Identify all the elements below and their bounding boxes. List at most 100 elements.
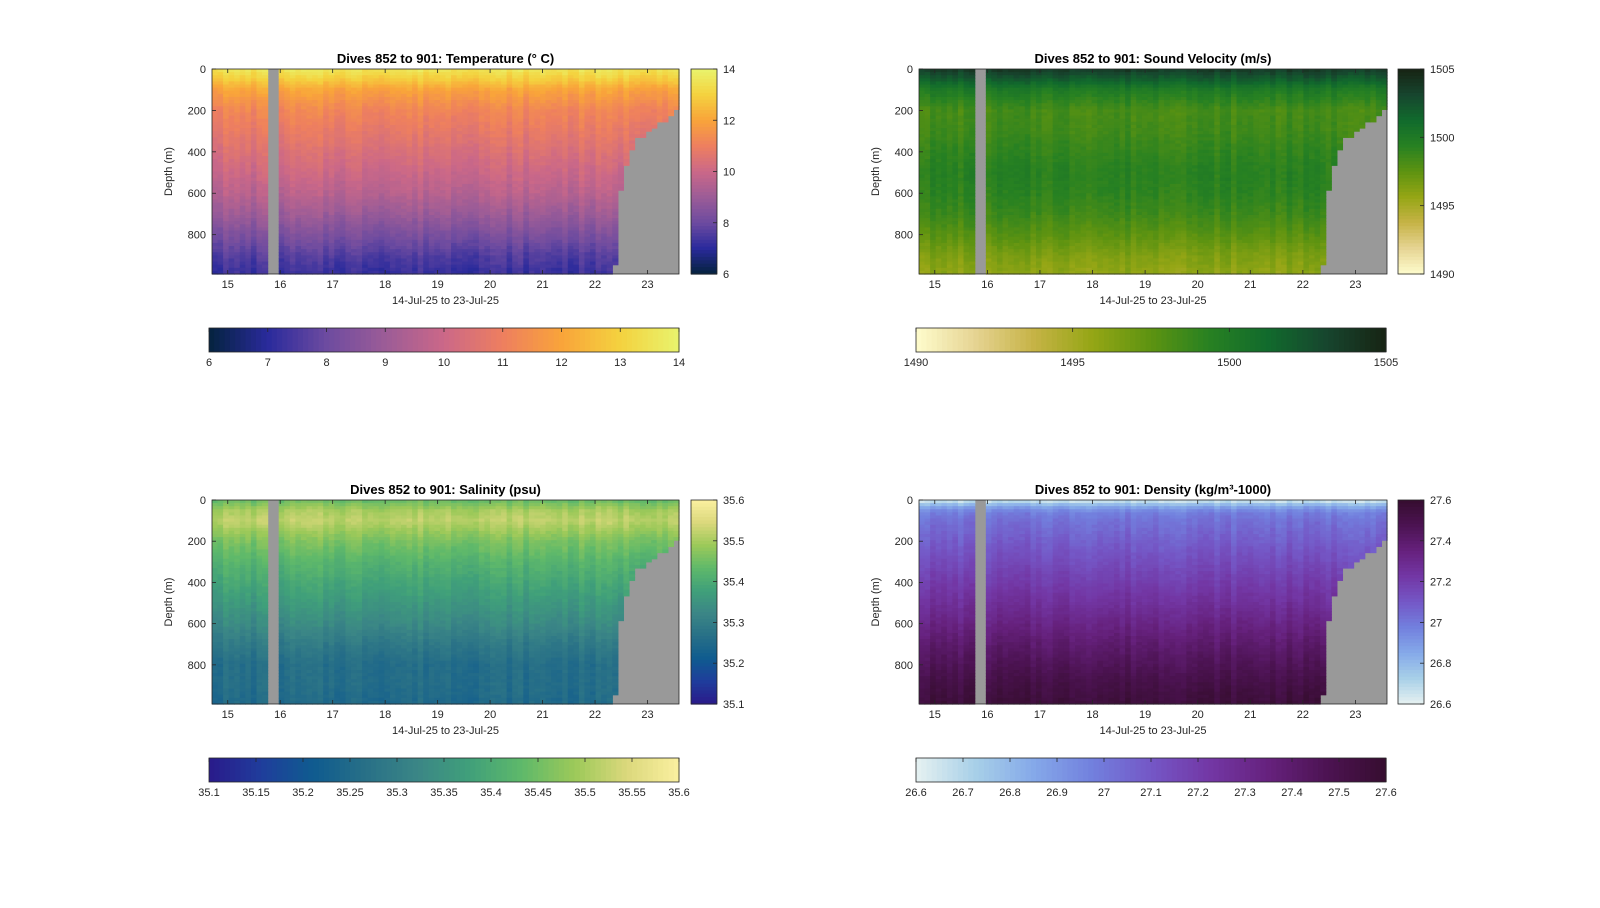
x-tick-label: 19: [432, 279, 444, 291]
x-tick-label: 22: [1297, 279, 1309, 291]
colorbar-tick-label: 35.45: [524, 787, 552, 799]
heatmap-cells: [919, 500, 1388, 705]
colorbar-tick-label: 14: [723, 64, 735, 76]
colorbar-tick-label: 11: [497, 357, 508, 369]
x-axis-label: 14-Jul-25 to 23-Jul-25: [1099, 295, 1206, 307]
colorbar-tick-label: 35.5: [723, 536, 744, 548]
colorbar-tick-label: 27.2: [1430, 577, 1451, 589]
x-tick-label: 16: [981, 279, 993, 291]
vertical-colorbar: 6 8 10 12 14: [690, 64, 735, 281]
x-tick-label: 18: [1086, 709, 1098, 721]
vertical-colorbar: 26.6 26.8 27 27.2 27.4 27.6: [1397, 495, 1451, 711]
x-tick-label: 20: [484, 709, 496, 721]
colorbar-tick-label: 27.6: [1375, 787, 1396, 799]
colorbar-tick-label: 10: [723, 167, 735, 179]
y-tick-label: 200: [895, 536, 913, 548]
colorbar-tick-label: 27.4: [1281, 787, 1302, 799]
colorbar-tick-label: 13: [614, 357, 626, 369]
colorbar-tick-label: 7: [265, 357, 271, 369]
colorbar-tick-label: 26.8: [1430, 658, 1451, 670]
x-tick-label: 23: [1349, 709, 1361, 721]
colorbar-tick-label: 12: [555, 357, 567, 369]
colorbar-tick-label: 26.6: [905, 787, 926, 799]
x-tick-label: 19: [1139, 709, 1151, 721]
y-axis-label: Depth (m): [163, 147, 175, 196]
colorbar-tick-label: 26.9: [1046, 787, 1067, 799]
colorbar-tick-label: 10: [438, 357, 450, 369]
colorbar-tick-label: 35.25: [336, 787, 364, 799]
y-tick-label: 200: [895, 105, 913, 117]
y-tick-label: 400: [188, 147, 206, 159]
x-tick-label: 21: [536, 279, 548, 291]
x-tick-label: 18: [1086, 279, 1098, 291]
x-tick-label: 15: [222, 709, 234, 721]
colorbar-tick-label: 27.2: [1187, 787, 1208, 799]
vertical-colorbar: 35.1 35.2 35.3 35.4 35.5 35.6: [690, 495, 744, 711]
y-tick-label: 400: [188, 577, 206, 589]
panel-salinity: 15 16 17 18 19 20 21 22 23 0 200 400 600 800 14-Jul-25…: [163, 482, 744, 799]
y-axis-label: Depth (m): [870, 578, 882, 627]
chart-title: Dives 852 to 901: Salinity (psu): [350, 482, 541, 497]
x-tick-label: 17: [1034, 279, 1046, 291]
colorbar-tick-label: 12: [723, 115, 735, 127]
horizontal-colorbar: 1490 1495 1500 1505: [904, 327, 1398, 369]
x-tick-label: 16: [981, 709, 993, 721]
horizontal-colorbar: 26.6 26.7 26.8 26.9 27 27.1 27.2 27.3 27.4 27.5 27…: [905, 757, 1397, 799]
heatmap-cells: [919, 69, 1388, 275]
y-tick-label: 800: [895, 660, 913, 672]
chart-title: Dives 852 to 901: Sound Velocity (m/s): [1035, 51, 1272, 66]
x-tick-label: 16: [274, 279, 286, 291]
x-tick-label: 22: [1297, 709, 1309, 721]
y-tick-label: 400: [895, 147, 913, 159]
y-tick-label: 0: [907, 495, 913, 507]
colorbar-tick-label: 1505: [1374, 357, 1398, 369]
horizontal-colorbar: 6 7 8 9 10 11 12 13 14: [206, 327, 685, 369]
y-tick-label: 600: [895, 188, 913, 200]
axes-box: [918, 68, 1388, 275]
colorbar-tick-label: 1495: [1430, 201, 1454, 213]
colorbar-tick-label: 1500: [1430, 132, 1454, 144]
colorbar-tick-label: 27.3: [1234, 787, 1255, 799]
y-tick-label: 0: [907, 64, 913, 76]
colorbar-tick-label: 27.1: [1140, 787, 1161, 799]
horizontal-colorbar: 35.1 35.15 35.2 35.25 35.3 35.35 35.4 35.45 35.5…: [198, 757, 690, 799]
colorbar-tick-label: 8: [723, 218, 729, 230]
colorbar-tick-label: 35.55: [618, 787, 646, 799]
axes-box: [918, 499, 1388, 705]
colorbar-tick-label: 1500: [1217, 357, 1241, 369]
colorbar-tick-label: 35.35: [430, 787, 458, 799]
y-tick-label: 400: [895, 577, 913, 589]
x-tick-label: 19: [1139, 279, 1151, 291]
colorbar-tick-label: 35.3: [386, 787, 407, 799]
panel-temperature: 15 16 17 18 19 20 21 22 23 0 200 400 600 800 14-Jul-25…: [163, 51, 735, 369]
x-tick-label: 17: [327, 279, 339, 291]
colorbar-tick-label: 35.1: [723, 699, 744, 711]
colorbar-tick-label: 35.2: [723, 658, 744, 670]
chart-title: Dives 852 to 901: Density (kg/m³-1000): [1035, 482, 1271, 497]
x-tick-label: 15: [929, 279, 941, 291]
colorbar-tick-label: 35.2: [292, 787, 313, 799]
colorbar-tick-label: 35.5: [574, 787, 595, 799]
x-tick-label: 15: [222, 279, 234, 291]
x-tick-label: 23: [641, 279, 653, 291]
colorbar-tick-label: 27.4: [1430, 536, 1451, 548]
colorbar-tick-label: 35.4: [480, 787, 501, 799]
y-axis-label: Depth (m): [163, 578, 175, 627]
x-tick-label: 18: [379, 709, 391, 721]
colorbar-tick-label: 14: [673, 357, 685, 369]
x-tick-label: 17: [1034, 709, 1046, 721]
colorbar-tick-label: 35.6: [723, 495, 744, 507]
y-tick-label: 800: [895, 230, 913, 242]
panel-sound_velocity: 15 16 17 18 19 20 21 22 23 0 200 400 600 800 14-Jul-25…: [870, 51, 1454, 369]
y-tick-label: 600: [188, 188, 206, 200]
colorbar-tick-label: 27.6: [1430, 495, 1451, 507]
y-tick-label: 0: [200, 64, 206, 76]
y-tick-label: 0: [200, 495, 206, 507]
y-tick-label: 800: [188, 660, 206, 672]
x-axis-label: 14-Jul-25 to 23-Jul-25: [1099, 725, 1206, 737]
colorbar-tick-label: 9: [382, 357, 388, 369]
x-tick-label: 22: [589, 279, 601, 291]
chart-title: Dives 852 to 901: Temperature (° C): [337, 51, 554, 66]
y-tick-label: 200: [188, 105, 206, 117]
y-tick-label: 800: [188, 230, 206, 242]
